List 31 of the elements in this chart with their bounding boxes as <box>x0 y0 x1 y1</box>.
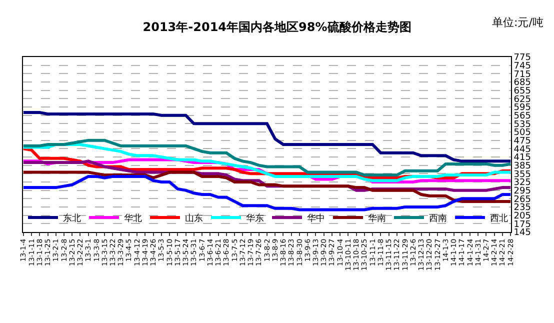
y-tick-label: 385 <box>514 161 531 172</box>
y-tick-label: 505 <box>514 128 531 138</box>
y-tick-label: 265 <box>514 194 531 205</box>
y-tick-label: 535 <box>514 120 531 130</box>
y-tick-label: 565 <box>514 111 531 122</box>
y-tick-label: 355 <box>514 170 531 180</box>
legend-label: 华北 <box>124 213 142 224</box>
chart-title: 2013年-2014年国内各地区98%硫酸价格走势图 <box>142 20 412 34</box>
y-tick-label: 475 <box>514 136 531 146</box>
legend-label: 华南 <box>368 213 386 224</box>
line-series <box>23 170 511 203</box>
y-tick-label: 445 <box>514 144 531 155</box>
y-tick-label: 655 <box>514 86 531 96</box>
legend-label: 西南 <box>429 213 447 224</box>
y-tick-label: 775 <box>514 53 531 64</box>
legend-label: 华东 <box>246 213 264 224</box>
y-tick-label: 745 <box>514 61 531 72</box>
y-tick-label: 295 <box>514 186 531 196</box>
y-tick-label: 175 <box>514 220 531 230</box>
y-tick-label: 715 <box>514 70 531 80</box>
line-series <box>23 138 511 177</box>
y-tick-label: 625 <box>514 94 531 105</box>
y-tick-label: 205 <box>514 211 531 222</box>
legend-label: 东北 <box>63 213 81 224</box>
legend-label: 华中 <box>307 213 325 224</box>
y-tick-label: 145 <box>514 228 531 238</box>
text: 单位:元/吨 <box>492 16 544 29</box>
legend-label: 西北 <box>490 213 508 224</box>
legend-label: 山东 <box>185 213 203 224</box>
line-series <box>23 174 511 212</box>
line-series <box>23 111 511 163</box>
